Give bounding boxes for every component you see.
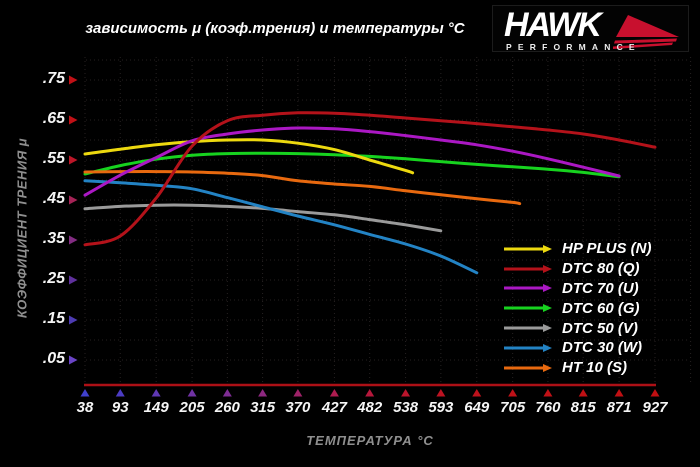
legend-item-label: DTC 80 (Q) bbox=[562, 260, 640, 278]
legend-item-label: HP PLUS (N) bbox=[562, 240, 652, 258]
y-tick-arrow bbox=[69, 155, 78, 165]
y-tick-label: .15 bbox=[42, 310, 65, 327]
curve-DTC 30 (W) bbox=[83, 179, 479, 275]
grid-lines bbox=[84, 57, 692, 385]
x-tick-arrow bbox=[436, 389, 446, 397]
data-curves bbox=[83, 111, 657, 275]
legend-item: DTC 30 (W) bbox=[502, 338, 651, 358]
y-tick-label: .75 bbox=[42, 70, 65, 87]
y-tick-arrow bbox=[69, 315, 78, 325]
legend-item: DTC 70 (U) bbox=[502, 279, 651, 299]
x-tick-arrow bbox=[258, 389, 268, 397]
y-tick-label: .05 bbox=[42, 350, 65, 367]
y-tick-arrow bbox=[69, 275, 78, 285]
legend-line-icon bbox=[504, 304, 552, 313]
x-tick-label: 38 bbox=[76, 399, 94, 416]
legend-item-label: HT 10 (S) bbox=[562, 359, 628, 377]
legend-line-icon bbox=[504, 244, 552, 253]
x-tick-label: 538 bbox=[393, 399, 419, 416]
x-tick-label: 871 bbox=[606, 399, 632, 416]
x-tick-arrow bbox=[365, 389, 375, 397]
legend-item: DTC 60 (G) bbox=[502, 298, 651, 318]
legend-line-icon bbox=[504, 324, 552, 333]
x-tick-label: 705 bbox=[500, 399, 526, 416]
x-tick-arrow bbox=[151, 389, 161, 397]
legend-item-label: DTC 60 (G) bbox=[562, 299, 640, 317]
curve-DTC 80 (Q) bbox=[83, 111, 657, 247]
x-tick-arrow bbox=[222, 389, 232, 397]
x-tick-label: 205 bbox=[179, 399, 205, 416]
legend-item-label: DTC 70 (U) bbox=[562, 279, 639, 297]
y-tick-label: .35 bbox=[42, 230, 65, 247]
x-tick-label: 593 bbox=[428, 399, 454, 416]
chart-title: зависимость μ (коэф.трения) и температур… bbox=[85, 20, 465, 37]
y-tick-arrow bbox=[69, 115, 78, 125]
legend-line-icon bbox=[504, 343, 552, 352]
legend-item: HP PLUS (N) bbox=[502, 239, 651, 259]
hawk-performance-text: PERFORMANCE bbox=[506, 42, 641, 52]
x-tick-arrow bbox=[472, 389, 482, 397]
curve-DTC 50 (V) bbox=[83, 203, 443, 233]
legend-line-icon bbox=[504, 284, 552, 293]
x-axis-label: ТЕМПЕРАТУРА °C bbox=[306, 433, 434, 448]
y-tick-label: .25 bbox=[42, 270, 65, 287]
legend-line-icon bbox=[504, 264, 552, 273]
tick-arrows bbox=[69, 75, 660, 397]
legend-item-label: DTC 50 (V) bbox=[562, 319, 638, 337]
y-tick-label: .45 bbox=[42, 190, 65, 207]
legend-line-icon bbox=[504, 363, 552, 372]
x-tick-label: 149 bbox=[143, 399, 169, 416]
x-tick-label: 815 bbox=[570, 399, 596, 416]
y-tick-arrow bbox=[69, 235, 78, 245]
x-tick-label: 649 bbox=[464, 399, 490, 416]
y-tick-arrow bbox=[69, 355, 78, 365]
hawk-brand-text: HAWK bbox=[504, 6, 602, 44]
x-tick-arrow bbox=[650, 389, 660, 397]
y-tick-label: .55 bbox=[42, 150, 65, 167]
x-tick-arrow bbox=[293, 389, 303, 397]
x-tick-label: 93 bbox=[111, 399, 129, 416]
x-tick-label: 260 bbox=[214, 399, 240, 416]
x-tick-label: 927 bbox=[642, 399, 668, 416]
legend-item: DTC 80 (Q) bbox=[502, 259, 651, 279]
x-tick-label: 370 bbox=[285, 399, 311, 416]
x-tick-arrow bbox=[543, 389, 553, 397]
hawk-logo: HAWK PERFORMANCE bbox=[492, 5, 689, 52]
y-tick-arrow bbox=[69, 75, 78, 85]
x-tick-arrow bbox=[508, 389, 518, 397]
x-tick-label: 427 bbox=[321, 399, 347, 416]
legend-item: DTC 50 (V) bbox=[502, 318, 651, 338]
x-tick-arrow bbox=[614, 389, 624, 397]
x-tick-arrow bbox=[578, 389, 588, 397]
x-tick-label: 482 bbox=[357, 399, 383, 416]
x-tick-arrow bbox=[187, 389, 197, 397]
curve-HP PLUS (N) bbox=[83, 138, 415, 175]
x-tick-label: 315 bbox=[250, 399, 276, 416]
y-tick-arrow bbox=[69, 195, 78, 205]
x-tick-arrow bbox=[329, 389, 339, 397]
y-tick-label: .65 bbox=[42, 110, 65, 127]
hawk-wing-icon bbox=[613, 15, 679, 49]
legend: HP PLUS (N) DTC 80 (Q) DTC 70 (U) DTC 60 (G… bbox=[502, 239, 651, 378]
x-tick-arrow bbox=[115, 389, 125, 397]
legend-item: HT 10 (S) bbox=[502, 358, 651, 378]
curve-HT 10 (S) bbox=[83, 170, 522, 206]
x-tick-arrow bbox=[401, 389, 411, 397]
legend-item-label: DTC 30 (W) bbox=[562, 339, 642, 357]
axis-lines bbox=[84, 57, 656, 387]
curve-DTC 70 (U) bbox=[83, 126, 621, 197]
x-tick-arrow bbox=[80, 389, 90, 397]
x-tick-label: 760 bbox=[535, 399, 561, 416]
